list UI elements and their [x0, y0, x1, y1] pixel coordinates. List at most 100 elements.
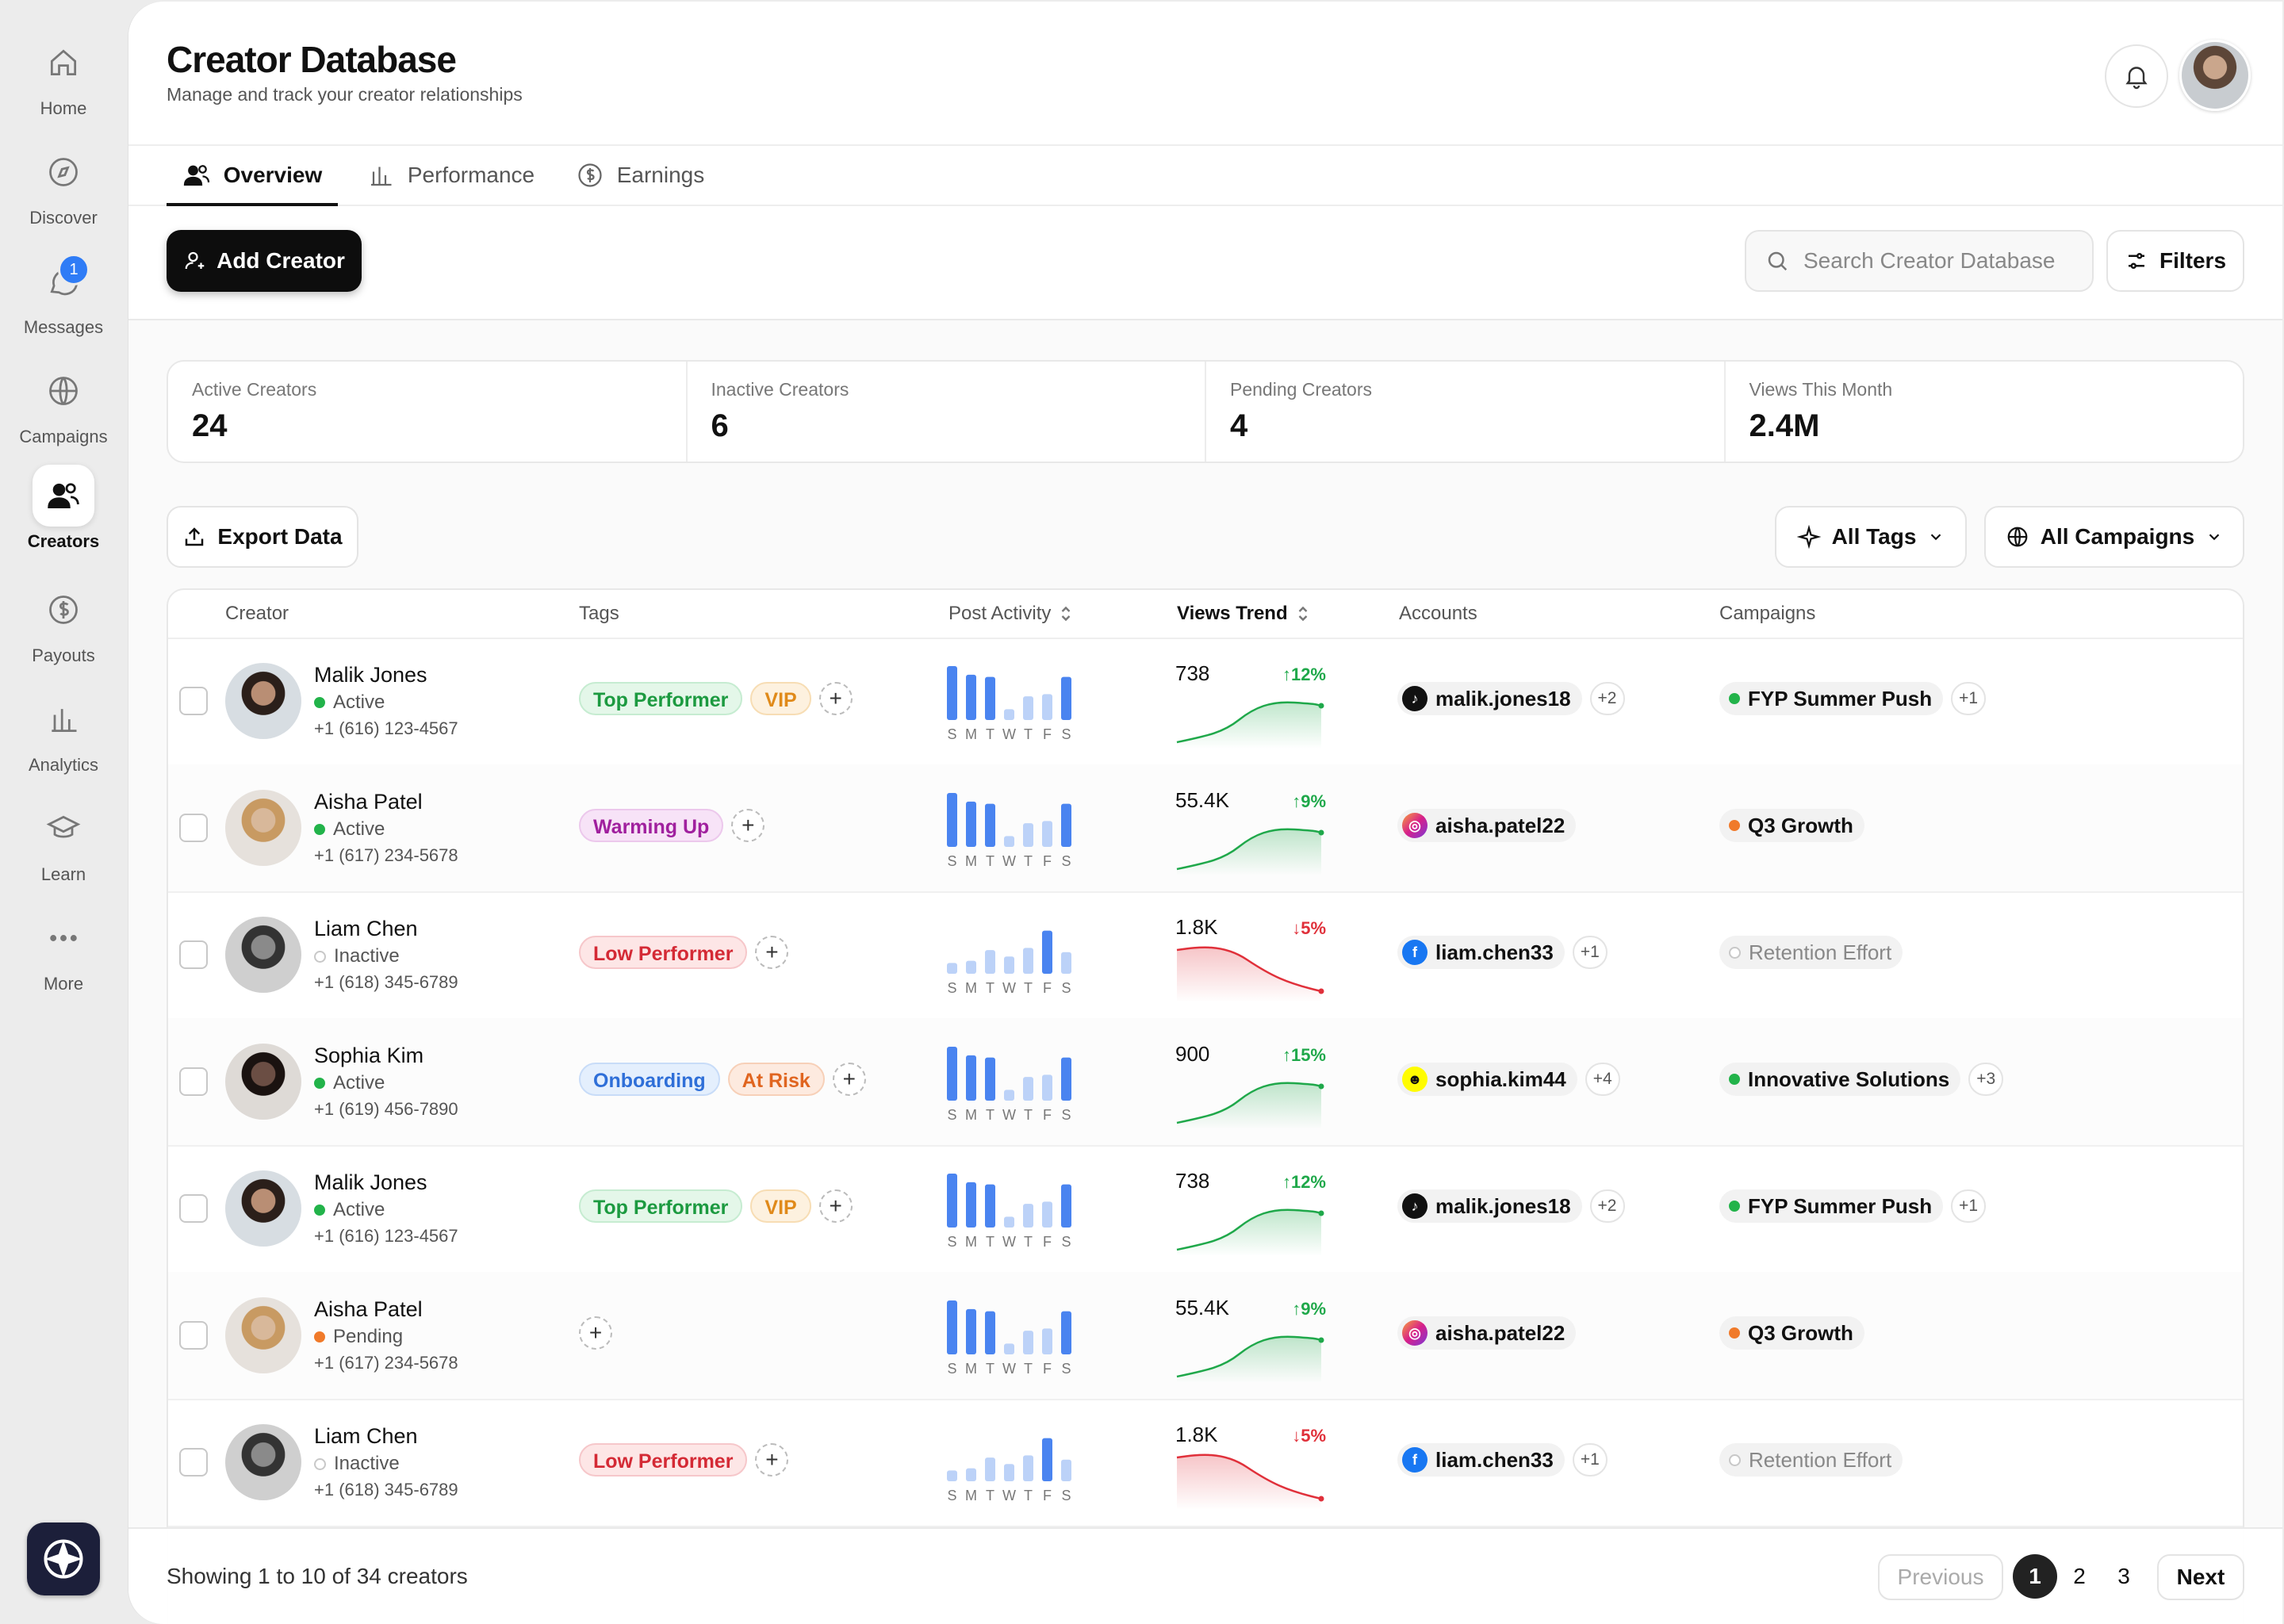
creator-name[interactable]: Aisha Patel [314, 790, 423, 814]
account-chip[interactable]: f liam.chen33 [1397, 936, 1565, 969]
page-number-button[interactable]: 3 [2117, 1564, 2130, 1588]
day-label: S [1061, 980, 1071, 996]
creator-name[interactable]: Aisha Patel [314, 1297, 423, 1321]
table-row[interactable]: Sophia Kim Active +1 (619) 456-7890 Onboa… [168, 1018, 2243, 1147]
account-chip[interactable]: ◎ aisha.patel22 [1397, 1316, 1577, 1350]
tab-earnings[interactable]: Earnings [573, 146, 707, 205]
tag-badge[interactable]: Warming Up [579, 809, 724, 842]
tab-overview[interactable]: Overview [167, 146, 338, 206]
add-creator-button[interactable]: Add Creator [167, 230, 362, 292]
sidebar-item-analytics[interactable]: Analytics [0, 688, 127, 783]
tab-performance[interactable]: Performance [363, 146, 538, 205]
day-label: F [1043, 853, 1052, 869]
add-tag-button[interactable]: + [579, 1316, 612, 1350]
next-page-button[interactable]: Next [2157, 1554, 2244, 1600]
day-label: T [1024, 853, 1033, 869]
add-tag-button[interactable]: + [755, 936, 789, 969]
tag-badge[interactable]: VIP [750, 1189, 811, 1223]
add-tag-button[interactable]: + [818, 682, 853, 715]
campaign-chip[interactable]: Retention Effort [1719, 1443, 1903, 1477]
table-row[interactable]: Malik Jones Active +1 (616) 123-4567 Top … [168, 638, 2243, 766]
page-number-button[interactable]: 2 [2073, 1564, 2086, 1588]
views-value: 738 [1175, 661, 1210, 685]
campaign-chip[interactable]: FYP Summer Push [1719, 1189, 1944, 1223]
column-header-post-activity[interactable]: Post Activity [948, 590, 1073, 638]
row-checkbox[interactable] [179, 687, 208, 715]
table-row[interactable]: Liam Chen Inactive +1 (618) 345-6789 Low … [168, 1399, 2243, 1527]
tag-badge[interactable]: Low Performer [579, 1443, 748, 1477]
more-accounts-count[interactable]: +2 [1589, 682, 1625, 715]
row-checkbox[interactable] [179, 1067, 208, 1096]
table-row[interactable]: Aisha Patel Pending +1 (617) 234-5678 + S M… [168, 1272, 2243, 1400]
more-campaigns-count[interactable]: +1 [1951, 682, 1987, 715]
more-accounts-count[interactable]: +1 [1572, 1443, 1608, 1477]
campaign-chip[interactable]: Q3 Growth [1719, 809, 1864, 842]
activity-bar [1004, 1464, 1014, 1481]
campaign-chip[interactable]: Innovative Solutions [1719, 1063, 1961, 1096]
account-chip[interactable]: ♪ malik.jones18 [1397, 1189, 1582, 1223]
table-row[interactable]: Malik Jones Active +1 (616) 123-4567 Top … [168, 1145, 2243, 1274]
previous-page-button[interactable]: Previous [1878, 1554, 2003, 1600]
all-tags-dropdown[interactable]: All Tags [1775, 506, 1967, 568]
add-tag-button[interactable]: + [832, 1063, 866, 1096]
sidebar-item-campaigns[interactable]: Campaigns [0, 360, 127, 455]
filters-button[interactable]: Filters [2106, 230, 2244, 292]
account-chip[interactable]: ☻ sophia.kim44 [1397, 1063, 1577, 1096]
account-chip[interactable]: ♪ malik.jones18 [1397, 682, 1582, 715]
sidebar-item-discover[interactable]: Discover [0, 141, 127, 236]
tag-badge[interactable]: Top Performer [579, 1189, 743, 1223]
add-tag-button[interactable]: + [818, 1189, 853, 1223]
row-checkbox[interactable] [179, 1194, 208, 1223]
add-tag-button[interactable]: + [755, 1443, 789, 1477]
tag-badge[interactable]: VIP [750, 682, 811, 715]
brand-logo[interactable] [27, 1522, 100, 1595]
day-label: S [947, 1234, 956, 1250]
export-data-button[interactable]: Export Data [167, 506, 358, 568]
creator-name[interactable]: Sophia Kim [314, 1044, 424, 1067]
tag-badge[interactable]: At Risk [727, 1063, 825, 1096]
more-accounts-count[interactable]: +4 [1585, 1063, 1620, 1096]
account-chip[interactable]: ◎ aisha.patel22 [1397, 809, 1577, 842]
row-checkbox[interactable] [179, 1321, 208, 1350]
sidebar-item-more[interactable]: More [0, 907, 127, 1002]
add-tag-button[interactable]: + [731, 809, 765, 842]
more-campaigns-count[interactable]: +3 [1968, 1063, 2004, 1096]
user-avatar[interactable] [2179, 40, 2251, 111]
sidebar-item-learn[interactable]: Learn [0, 798, 127, 893]
sidebar-item-payouts[interactable]: Payouts [0, 579, 127, 674]
tag-badge[interactable]: Low Performer [579, 936, 748, 969]
more-accounts-count[interactable]: +1 [1572, 936, 1608, 969]
campaign-chip[interactable]: Retention Effort [1719, 936, 1903, 969]
row-checkbox[interactable] [179, 814, 208, 842]
day-label: S [947, 726, 956, 742]
campaign-chip[interactable]: Q3 Growth [1719, 1316, 1864, 1350]
tag-badge[interactable]: Onboarding [579, 1063, 720, 1096]
creator-name[interactable]: Liam Chen [314, 917, 418, 940]
notifications-button[interactable] [2105, 44, 2168, 108]
table-row[interactable]: Liam Chen Inactive +1 (618) 345-6789 Low … [168, 891, 2243, 1020]
row-checkbox[interactable] [179, 1448, 208, 1477]
sidebar-item-home[interactable]: Home [0, 32, 127, 127]
row-checkbox[interactable] [179, 940, 208, 969]
tag-badge[interactable]: Top Performer [579, 682, 743, 715]
sidebar-item-label: Analytics [28, 755, 99, 775]
sidebar-item-messages[interactable]: 1 Messages [0, 251, 127, 346]
creator-name[interactable]: Malik Jones [314, 663, 427, 687]
search-input[interactable] [1802, 247, 2090, 274]
column-header-views-trend[interactable]: Views Trend [1177, 590, 1310, 638]
day-label: W [1002, 853, 1016, 869]
table-row[interactable]: Aisha Patel Active +1 (617) 234-5678 Warm… [168, 764, 2243, 893]
more-campaigns-count[interactable]: +1 [1951, 1189, 1987, 1223]
account-chip[interactable]: f liam.chen33 [1397, 1443, 1565, 1477]
search-box[interactable] [1745, 230, 2094, 292]
all-campaigns-dropdown[interactable]: All Campaigns [1984, 506, 2244, 568]
creator-avatar [225, 663, 301, 739]
page-number-button[interactable]: 1 [2013, 1554, 2057, 1599]
creator-name[interactable]: Malik Jones [314, 1170, 427, 1194]
campaign-chip[interactable]: FYP Summer Push [1719, 682, 1944, 715]
more-accounts-count[interactable]: +2 [1589, 1189, 1625, 1223]
sidebar-item-creators[interactable]: Creators [0, 465, 127, 560]
creator-name[interactable]: Liam Chen [314, 1424, 418, 1448]
tags-cell: + [579, 1316, 612, 1350]
